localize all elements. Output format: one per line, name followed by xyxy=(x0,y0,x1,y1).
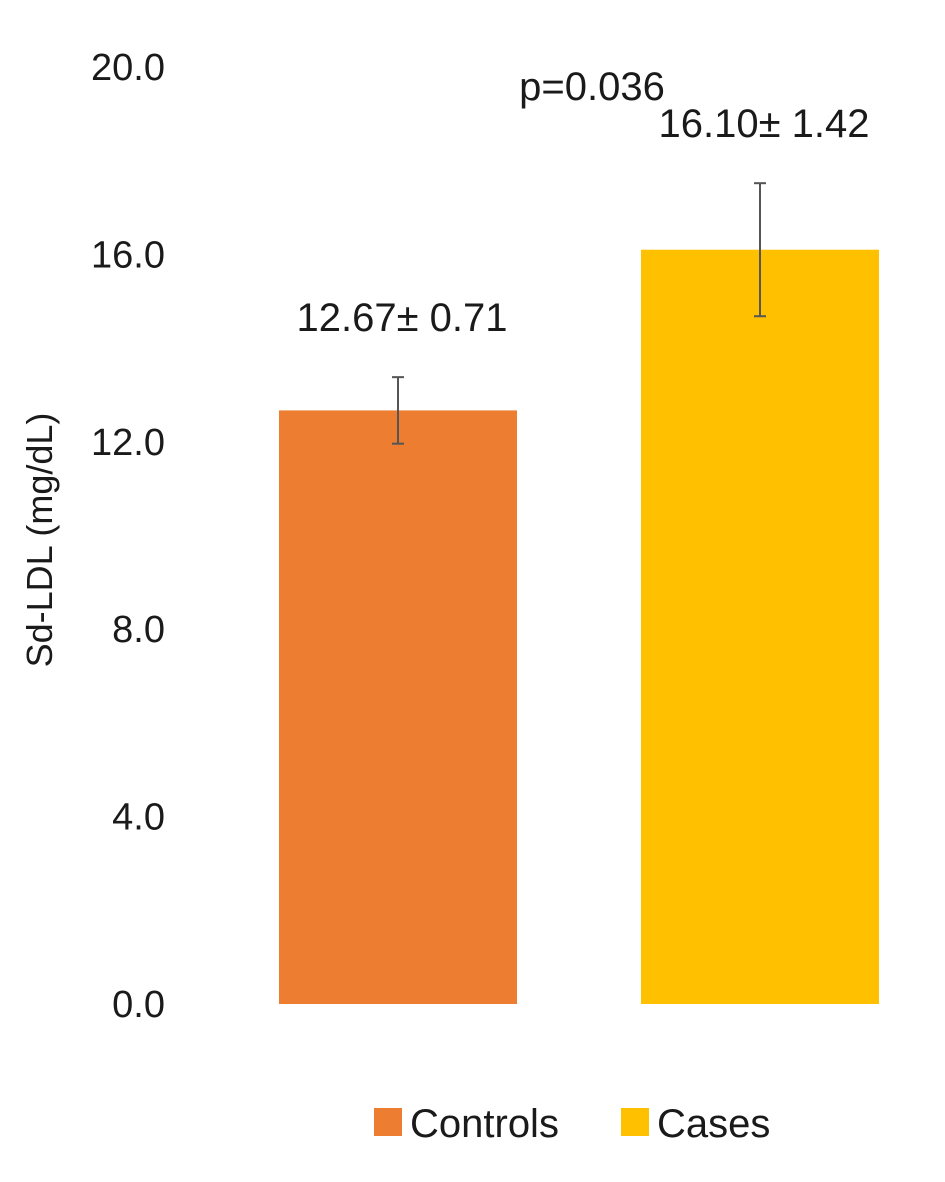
y-tick-label: 8.0 xyxy=(112,609,165,651)
legend: Controls Cases xyxy=(374,1102,770,1146)
data-label-controls: 12.67± 0.71 xyxy=(296,296,507,340)
legend-label-controls: Controls xyxy=(410,1102,559,1146)
p-value-annotation: p=0.036 xyxy=(519,65,665,109)
data-labels: 12.67± 0.71 16.10± 1.42 xyxy=(296,102,869,340)
legend-label-cases: Cases xyxy=(657,1102,770,1146)
y-tick-label: 12.0 xyxy=(91,422,165,464)
error-bars xyxy=(392,182,766,445)
y-axis: 0.0 4.0 8.0 12.0 16.0 20.0 xyxy=(91,47,165,1026)
legend-swatch-cases xyxy=(621,1108,649,1136)
y-axis-title: Sd-LDL (mg/dL) xyxy=(19,413,60,668)
data-label-cases: 16.10± 1.42 xyxy=(658,102,869,146)
bars xyxy=(279,249,879,1005)
bar-cases xyxy=(641,249,879,1005)
y-tick-label: 4.0 xyxy=(112,797,165,839)
y-tick-label: 20.0 xyxy=(91,47,165,89)
y-tick-label: 0.0 xyxy=(112,984,165,1026)
y-tick-label: 16.0 xyxy=(91,234,165,276)
bar-controls xyxy=(279,410,517,1004)
legend-swatch-controls xyxy=(374,1108,402,1136)
